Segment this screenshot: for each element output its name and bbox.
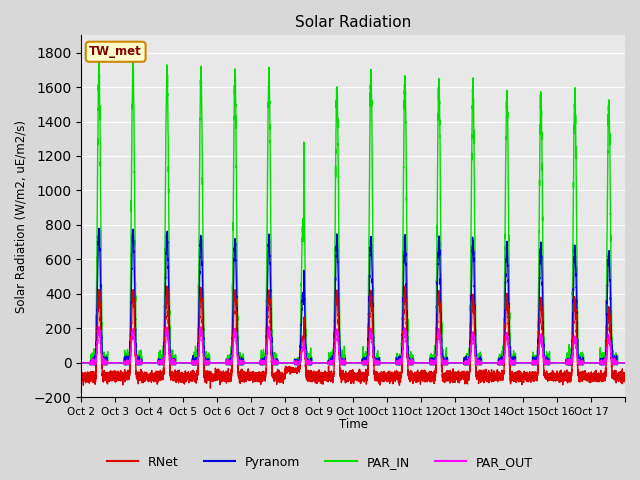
PAR_OUT [552,360,559,366]
PAR_IN [486,360,493,366]
Pyranom [486,360,493,366]
Title: Solar Radiation: Solar Radiation [295,15,412,30]
Text: TW_met: TW_met [90,45,142,58]
RNet [486,374,493,380]
RNet [97,310,104,315]
Pyranom [321,360,329,366]
RNet [77,376,85,382]
PAR_OUT [95,324,103,330]
PAR_IN [77,360,85,366]
PAR_IN [218,360,226,366]
PAR_IN [621,360,629,366]
X-axis label: Time: Time [339,419,367,432]
Pyranom [77,360,85,366]
RNet [321,370,329,375]
Legend: RNet, Pyranom, PAR_IN, PAR_OUT: RNet, Pyranom, PAR_IN, PAR_OUT [102,451,538,474]
Pyranom [95,226,103,231]
PAR_OUT [321,360,329,366]
Pyranom [86,361,94,367]
RNet [218,374,226,380]
Line: RNet: RNet [81,286,625,388]
PAR_IN [95,52,103,58]
PAR_OUT [87,361,95,367]
RNet [401,283,409,289]
RNet [621,376,629,382]
Line: Pyranom: Pyranom [81,228,625,364]
Pyranom [218,360,226,366]
PAR_OUT [218,360,226,366]
PAR_OUT [244,360,252,366]
RNet [207,385,214,391]
PAR_OUT [486,360,493,366]
Pyranom [244,360,252,366]
Line: PAR_IN: PAR_IN [81,55,625,364]
RNet [244,366,252,372]
Pyranom [621,360,629,366]
PAR_IN [321,360,329,366]
PAR_IN [552,360,559,366]
PAR_OUT [97,338,104,344]
Pyranom [97,274,104,279]
PAR_IN [97,163,104,169]
PAR_IN [244,360,252,366]
Pyranom [552,360,559,366]
Y-axis label: Solar Radiation (W/m2, uE/m2/s): Solar Radiation (W/m2, uE/m2/s) [15,120,28,313]
Line: PAR_OUT: PAR_OUT [81,327,625,364]
PAR_OUT [77,360,85,366]
PAR_IN [86,361,94,367]
PAR_OUT [621,360,629,366]
RNet [552,373,559,379]
